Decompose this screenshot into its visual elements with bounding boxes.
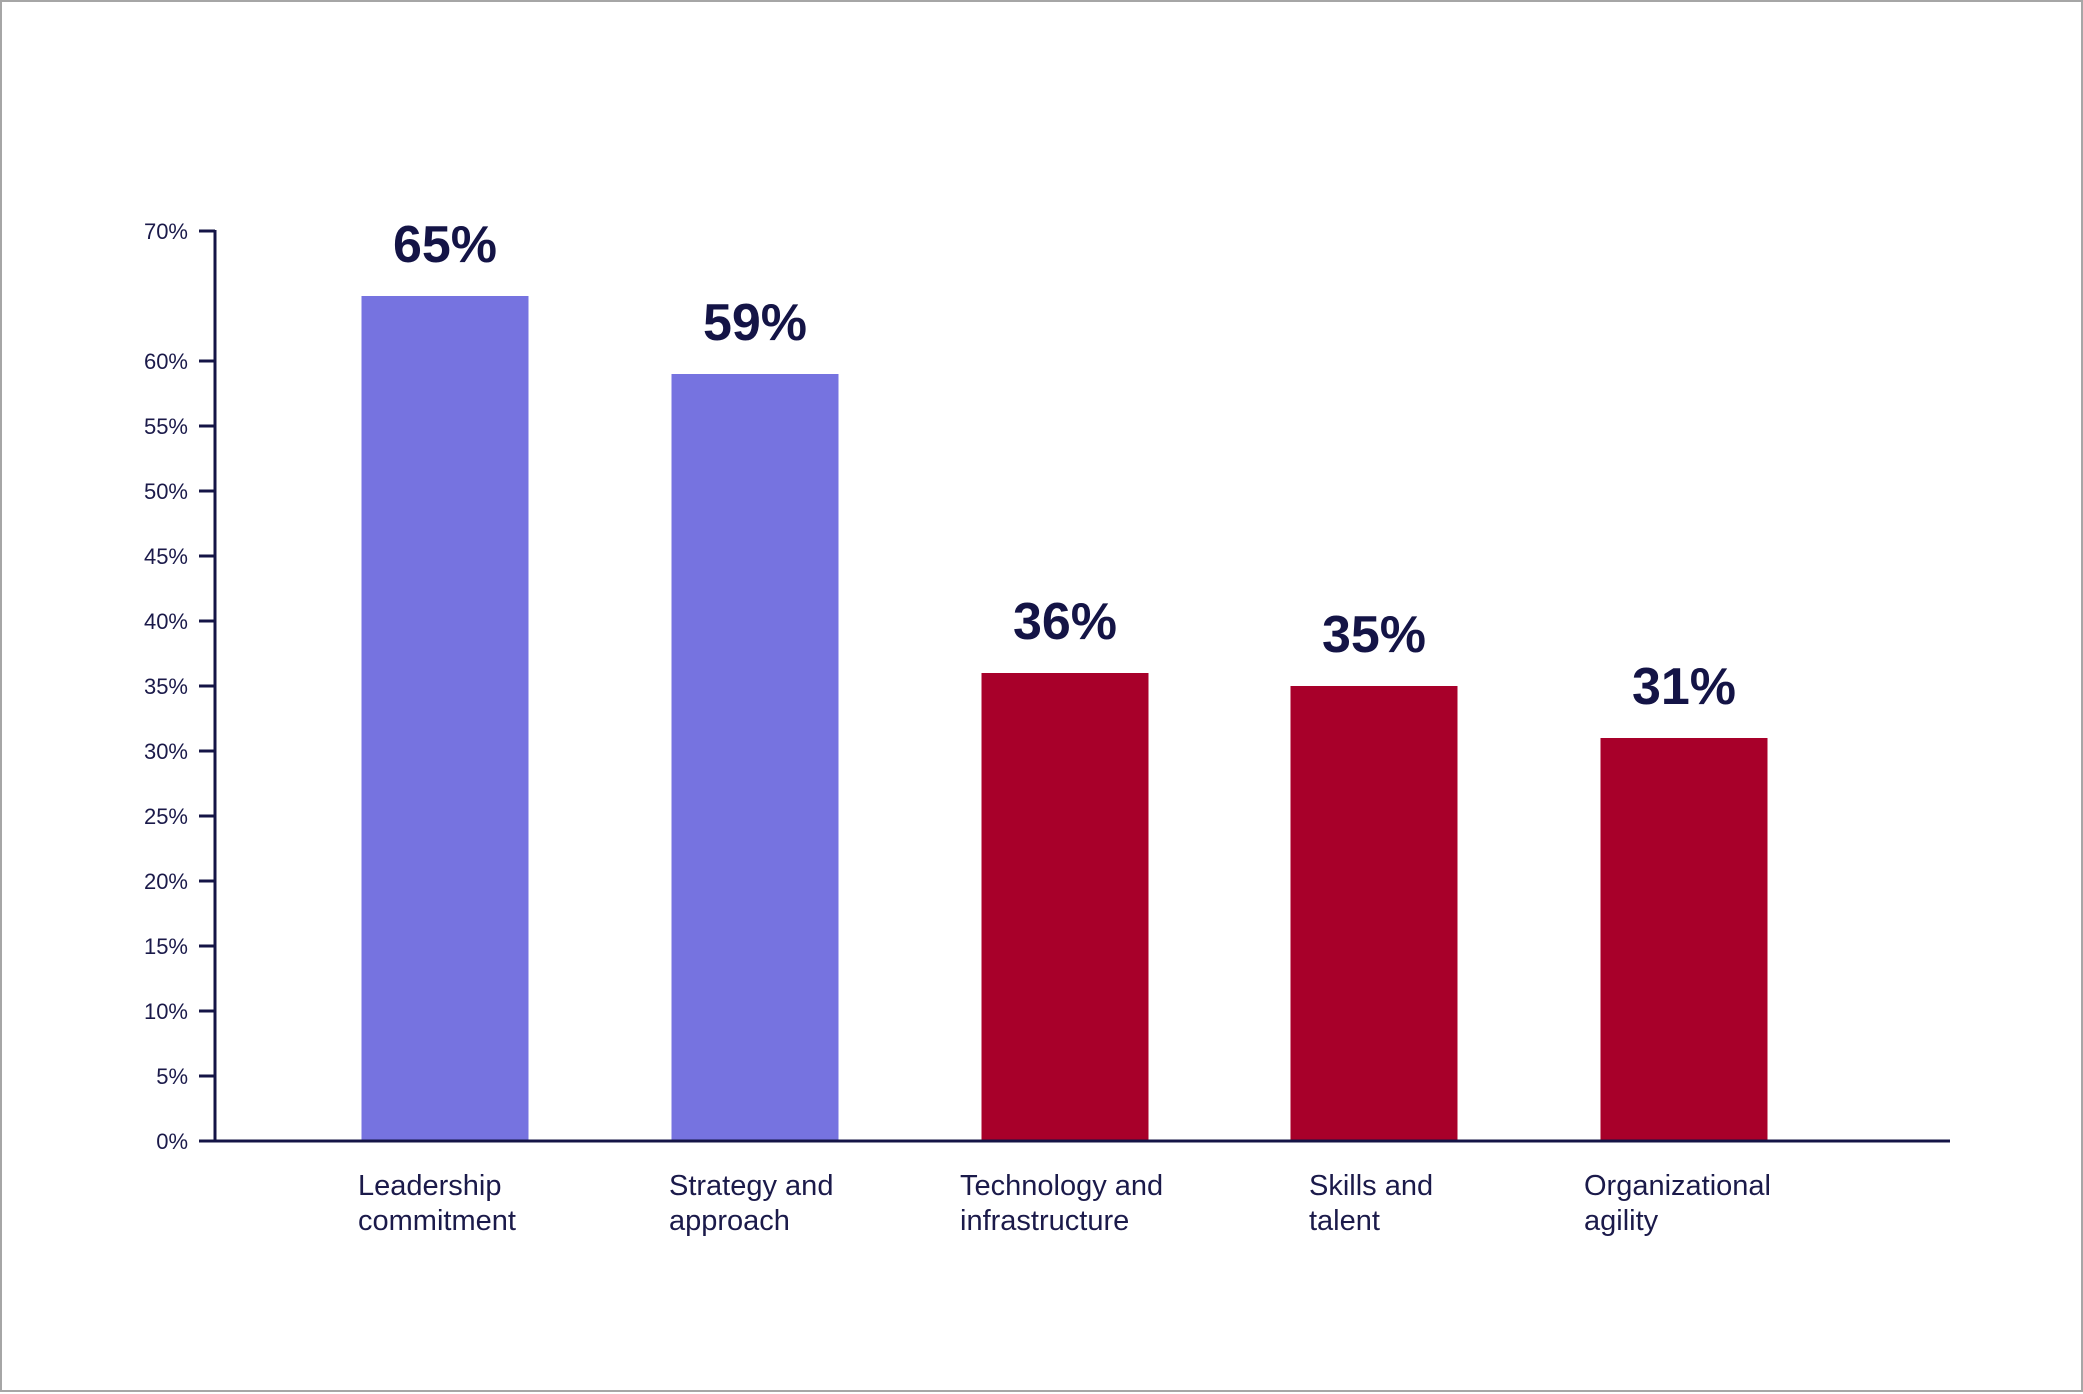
value-label-3: 35% [1322, 606, 1426, 664]
y-tick-label-5: 25% [144, 804, 188, 829]
category-labels-layer: Leadership commitment Strategy and approach… [358, 1170, 1771, 1237]
value-label-4: 31% [1632, 658, 1736, 716]
category-label-4-line-1: agility [1584, 1205, 1659, 1237]
y-tick-label-9: 45% [144, 544, 188, 569]
bar-1 [671, 374, 839, 1141]
y-tick-label-3: 15% [144, 934, 188, 959]
category-label-3: Skills and talent [1309, 1170, 1433, 1237]
value-label-0: 65% [393, 216, 497, 274]
value-label-1: 59% [703, 294, 807, 352]
value-labels-layer: 65% 59% 36% 35% 31% [393, 216, 1736, 716]
value-label-2: 36% [1013, 593, 1117, 651]
y-tick-label-1: 5% [156, 1064, 188, 1089]
y-tick-label-12: 60% [144, 349, 188, 374]
bar-4 [1600, 738, 1768, 1141]
y-tick-label-4: 20% [144, 869, 188, 894]
category-label-2-line-1: infrastructure [960, 1205, 1129, 1237]
category-label-2: Technology and infrastructure [960, 1170, 1163, 1237]
bars-layer [361, 296, 1768, 1141]
bar-2 [981, 673, 1149, 1141]
bar-0 [361, 296, 529, 1141]
category-label-2-line-0: Technology and [960, 1170, 1163, 1202]
category-label-1: Strategy and approach [669, 1170, 833, 1237]
category-label-0: Leadership commitment [358, 1170, 516, 1237]
category-label-4: Organizational agility [1584, 1170, 1771, 1237]
category-label-4-line-0: Organizational [1584, 1170, 1771, 1202]
y-tick-label-6: 30% [144, 739, 188, 764]
category-label-0-line-1: commitment [358, 1205, 516, 1237]
y-tick-label-2: 10% [144, 999, 188, 1024]
y-tick-label-13: 70% [144, 219, 188, 244]
y-tick-layer: 0% 5% 10% 15% 20% 25% 30% 35% 40% 45% 50% 55% 60% 70% [144, 219, 215, 1154]
category-label-3-line-1: talent [1309, 1205, 1380, 1237]
category-label-1-line-1: approach [669, 1205, 790, 1237]
category-label-0-line-0: Leadership [358, 1170, 502, 1202]
y-tick-label-7: 35% [144, 674, 188, 699]
category-label-1-line-0: Strategy and [669, 1170, 833, 1202]
y-tick-label-8: 40% [144, 609, 188, 634]
category-label-3-line-0: Skills and [1309, 1170, 1433, 1202]
y-tick-label-10: 50% [144, 479, 188, 504]
bar-3 [1290, 686, 1458, 1141]
y-tick-label-11: 55% [144, 414, 188, 439]
y-tick-label-0: 0% [156, 1129, 188, 1154]
